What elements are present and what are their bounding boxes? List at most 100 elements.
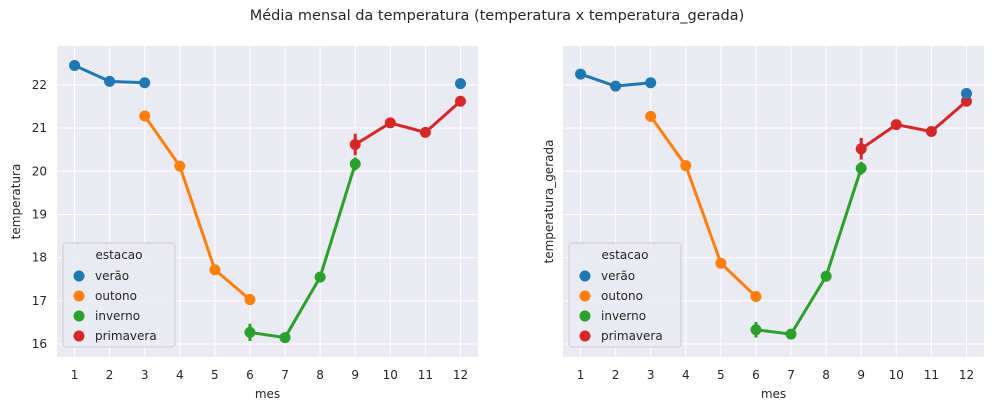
legend-marker-verao bbox=[579, 270, 591, 282]
legend-label-outono: outono bbox=[601, 289, 643, 303]
x-tick-label: 3 bbox=[141, 368, 149, 382]
data-point bbox=[384, 117, 396, 129]
data-point bbox=[69, 59, 81, 71]
series-primavera bbox=[349, 95, 466, 156]
x-axis-label: mes bbox=[761, 387, 786, 401]
x-tick-label: 12 bbox=[959, 368, 974, 382]
data-point bbox=[645, 110, 657, 122]
legend-marker-outono bbox=[579, 290, 591, 302]
legend-marker-outono bbox=[73, 290, 85, 302]
data-point bbox=[680, 160, 692, 172]
series-verao bbox=[575, 68, 657, 92]
data-point bbox=[575, 68, 587, 80]
data-point bbox=[279, 332, 291, 344]
legend-label-inverno: inverno bbox=[95, 309, 140, 323]
data-point bbox=[209, 264, 221, 276]
data-point bbox=[960, 95, 972, 107]
x-tick-label: 4 bbox=[176, 368, 184, 382]
data-point bbox=[715, 257, 727, 269]
series-line bbox=[755, 167, 863, 336]
x-tick-label: 8 bbox=[316, 368, 324, 382]
y-axis-label: temperatura_gerada bbox=[542, 140, 556, 264]
legend-marker-primavera bbox=[579, 330, 591, 342]
data-point bbox=[244, 294, 256, 306]
series-line bbox=[249, 163, 357, 340]
legend-label-inverno: inverno bbox=[601, 309, 646, 323]
x-tick-label: 5 bbox=[717, 368, 725, 382]
legend-label-primavera: primavera bbox=[95, 329, 157, 343]
x-tick-label: 3 bbox=[647, 368, 655, 382]
x-tick-label: 1 bbox=[71, 368, 79, 382]
x-tick-label: 5 bbox=[211, 368, 219, 382]
series-line bbox=[649, 115, 757, 298]
x-tick-label: 4 bbox=[682, 368, 690, 382]
series-line bbox=[860, 100, 968, 151]
data-point bbox=[174, 160, 186, 172]
series-verao bbox=[960, 88, 972, 100]
y-tick-label: 16 bbox=[32, 337, 47, 351]
data-point bbox=[785, 328, 797, 340]
series-outono bbox=[645, 110, 762, 303]
y-tick-label: 21 bbox=[32, 121, 47, 135]
data-point bbox=[349, 138, 361, 150]
data-point bbox=[244, 326, 256, 338]
x-tick-label: 11 bbox=[418, 368, 433, 382]
legend-title: estacao bbox=[602, 248, 649, 262]
x-tick-label: 10 bbox=[383, 368, 398, 382]
y-axis-label: temperatura bbox=[9, 164, 23, 240]
y-tick-label: 20 bbox=[32, 164, 47, 178]
data-point bbox=[104, 75, 116, 87]
data-point bbox=[610, 80, 622, 92]
x-tick-label: 2 bbox=[612, 368, 620, 382]
x-tick-label: 10 bbox=[889, 368, 904, 382]
data-point bbox=[855, 162, 867, 174]
y-tick-label: 17 bbox=[32, 294, 47, 308]
legend-marker-inverno bbox=[579, 310, 591, 322]
data-point bbox=[139, 110, 151, 122]
x-tick-label: 9 bbox=[857, 368, 865, 382]
series-outono bbox=[139, 110, 256, 306]
legend-title: estacao bbox=[96, 248, 143, 262]
x-tick-label: 6 bbox=[752, 368, 760, 382]
x-tick-label: 6 bbox=[246, 368, 254, 382]
series-inverno bbox=[750, 161, 867, 340]
legend-box bbox=[62, 242, 176, 348]
data-point bbox=[890, 119, 902, 131]
data-point bbox=[454, 78, 466, 90]
legend: estacao verão outono inverno primavera bbox=[568, 242, 682, 348]
y-tick-label: 18 bbox=[32, 251, 47, 265]
legend-label-verao: verão bbox=[601, 269, 635, 283]
data-point bbox=[419, 126, 431, 138]
x-axis-label: mes bbox=[255, 387, 280, 401]
x-tick-label: 11 bbox=[924, 368, 939, 382]
series-verao bbox=[69, 59, 151, 89]
legend-label-outono: outono bbox=[95, 289, 137, 303]
data-point bbox=[139, 77, 151, 89]
legend-marker-verao bbox=[73, 270, 85, 282]
legend-label-verao: verão bbox=[95, 269, 129, 283]
x-tick-label: 2 bbox=[106, 368, 114, 382]
legend: estacao verão outono inverno primavera bbox=[62, 242, 176, 348]
y-tick-label: 22 bbox=[32, 78, 47, 92]
data-point bbox=[960, 88, 972, 100]
x-tick-label: 12 bbox=[453, 368, 468, 382]
series-primavera bbox=[855, 95, 972, 160]
legend-marker-primavera bbox=[73, 330, 85, 342]
x-tick-label: 1 bbox=[577, 368, 585, 382]
data-point bbox=[645, 77, 657, 89]
data-point bbox=[925, 126, 937, 138]
series-inverno bbox=[244, 157, 361, 344]
legend-label-primavera: primavera bbox=[601, 329, 663, 343]
x-tick-label: 8 bbox=[822, 368, 830, 382]
series-verao bbox=[454, 78, 466, 90]
x-tick-label: 7 bbox=[787, 368, 795, 382]
series-line bbox=[354, 100, 462, 146]
legend-marker-inverno bbox=[73, 310, 85, 322]
data-point bbox=[855, 143, 867, 155]
x-tick-label: 7 bbox=[281, 368, 289, 382]
data-point bbox=[314, 271, 326, 283]
